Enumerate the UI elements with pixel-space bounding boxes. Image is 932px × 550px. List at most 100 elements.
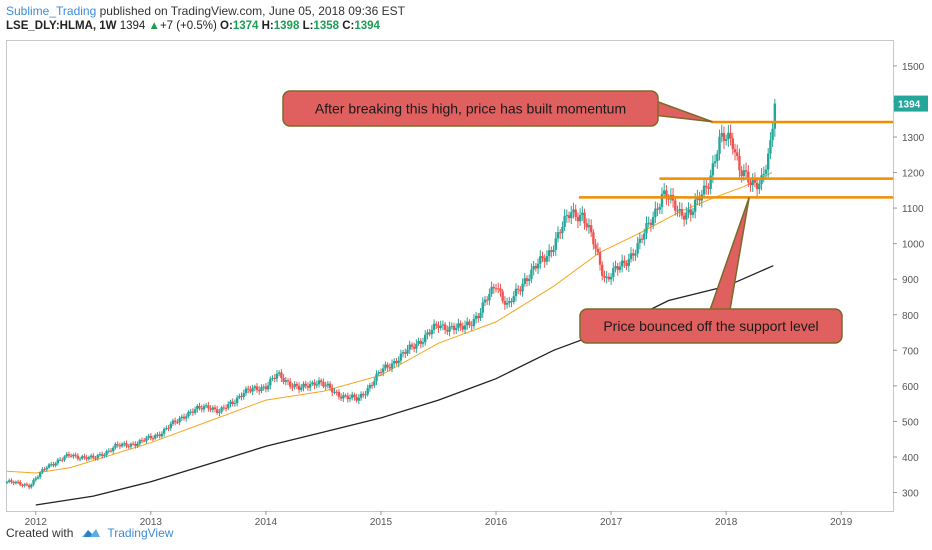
callout-box[interactable] bbox=[282, 90, 659, 127]
candle-body bbox=[769, 140, 772, 154]
candle-body bbox=[667, 198, 670, 200]
candle-body bbox=[598, 252, 602, 265]
tradingview-brand-link[interactable]: TradingView bbox=[107, 526, 174, 540]
candle-body bbox=[87, 457, 91, 460]
candle-body bbox=[678, 208, 681, 211]
candle-body bbox=[421, 342, 425, 344]
candle-body bbox=[565, 215, 569, 217]
candle-body bbox=[702, 185, 706, 195]
candle-body bbox=[552, 249, 555, 253]
candle-body bbox=[204, 405, 208, 407]
candle-body bbox=[335, 391, 338, 393]
candle-body bbox=[638, 238, 642, 243]
candle-body bbox=[508, 301, 511, 303]
candle-body bbox=[656, 208, 659, 210]
candle-body bbox=[618, 266, 622, 270]
candle-body bbox=[36, 476, 40, 479]
candle-body bbox=[240, 395, 243, 397]
candle-body bbox=[711, 163, 715, 176]
candle-body bbox=[477, 315, 480, 319]
candle-body bbox=[14, 481, 18, 484]
candle-body bbox=[532, 265, 535, 270]
x-tick-label: 2018 bbox=[715, 517, 738, 528]
candle-body bbox=[567, 215, 571, 219]
candle-body bbox=[189, 411, 192, 413]
candle-body bbox=[72, 454, 75, 457]
candle-body bbox=[235, 397, 239, 403]
author-link[interactable]: Sublime_Trading bbox=[6, 4, 97, 18]
candle-body bbox=[364, 394, 367, 396]
candle-body bbox=[466, 321, 469, 326]
candle-body bbox=[5, 481, 9, 483]
candle-body bbox=[308, 383, 312, 388]
candle-body bbox=[660, 193, 664, 208]
candle-body bbox=[273, 377, 276, 379]
candle-body bbox=[331, 387, 334, 393]
candle-body bbox=[30, 484, 33, 488]
candle-body bbox=[114, 444, 117, 448]
high-label: H: bbox=[261, 20, 274, 32]
candle-body bbox=[488, 293, 491, 301]
candle-body bbox=[497, 288, 500, 290]
candle-body bbox=[534, 265, 538, 269]
y-tick-label: 300 bbox=[902, 489, 919, 500]
callout-box[interactable] bbox=[579, 308, 843, 344]
candle-body bbox=[574, 209, 577, 217]
candle-body bbox=[23, 484, 26, 486]
candle-body bbox=[134, 443, 137, 446]
candle-body bbox=[81, 456, 84, 459]
candle-body bbox=[173, 420, 177, 423]
candle-body bbox=[220, 407, 223, 412]
candle-body bbox=[158, 434, 161, 437]
candle-body bbox=[408, 344, 411, 350]
y-tick-label: 500 bbox=[902, 417, 919, 428]
candle-body bbox=[393, 360, 396, 364]
callout-text: After breaking this high, price has buil… bbox=[315, 101, 626, 117]
candle-body bbox=[289, 381, 292, 387]
candle-body bbox=[249, 389, 252, 392]
candle-body bbox=[536, 263, 540, 269]
candle-body bbox=[525, 278, 529, 282]
symbol-label: LSE_DLY:HLMA, 1W bbox=[6, 20, 117, 32]
candle-body bbox=[572, 209, 575, 213]
candle-body bbox=[12, 482, 15, 484]
candle-body bbox=[457, 323, 460, 329]
candle-body bbox=[563, 216, 566, 227]
candle-body bbox=[138, 440, 141, 444]
candle-body bbox=[317, 380, 321, 385]
candle-body bbox=[494, 288, 498, 290]
candle-body bbox=[530, 269, 533, 279]
candle-body bbox=[300, 387, 303, 390]
candle-body bbox=[742, 170, 746, 177]
candle-body bbox=[662, 190, 666, 194]
candle-body bbox=[676, 210, 679, 212]
candle-body bbox=[589, 225, 593, 233]
callout-pointer bbox=[708, 197, 750, 311]
y-tick-label: 900 bbox=[902, 275, 919, 286]
candle-body bbox=[52, 464, 55, 466]
candle-body bbox=[302, 383, 305, 388]
candle-body bbox=[266, 385, 270, 390]
candle-body bbox=[665, 190, 668, 199]
x-tick-label: 2015 bbox=[370, 517, 393, 528]
candle-body bbox=[264, 386, 268, 390]
candle-body bbox=[468, 321, 471, 326]
candle-body bbox=[311, 382, 314, 384]
candle-body bbox=[716, 153, 719, 162]
candle-body bbox=[614, 266, 617, 269]
candle-body bbox=[399, 353, 403, 361]
candle-body bbox=[689, 209, 692, 215]
candle-body bbox=[419, 340, 422, 344]
candle-body bbox=[561, 226, 564, 234]
candle-body bbox=[169, 423, 172, 429]
publish-info: Sublime_Trading published on TradingView… bbox=[6, 4, 405, 18]
candle-body bbox=[103, 454, 106, 457]
candle-body bbox=[328, 383, 332, 388]
candle-body bbox=[322, 382, 325, 387]
candle-body bbox=[521, 283, 524, 292]
candle-body bbox=[412, 346, 416, 349]
candle-body bbox=[127, 446, 130, 448]
candle-body bbox=[627, 259, 630, 266]
moving-average-slow-line bbox=[35, 265, 774, 506]
